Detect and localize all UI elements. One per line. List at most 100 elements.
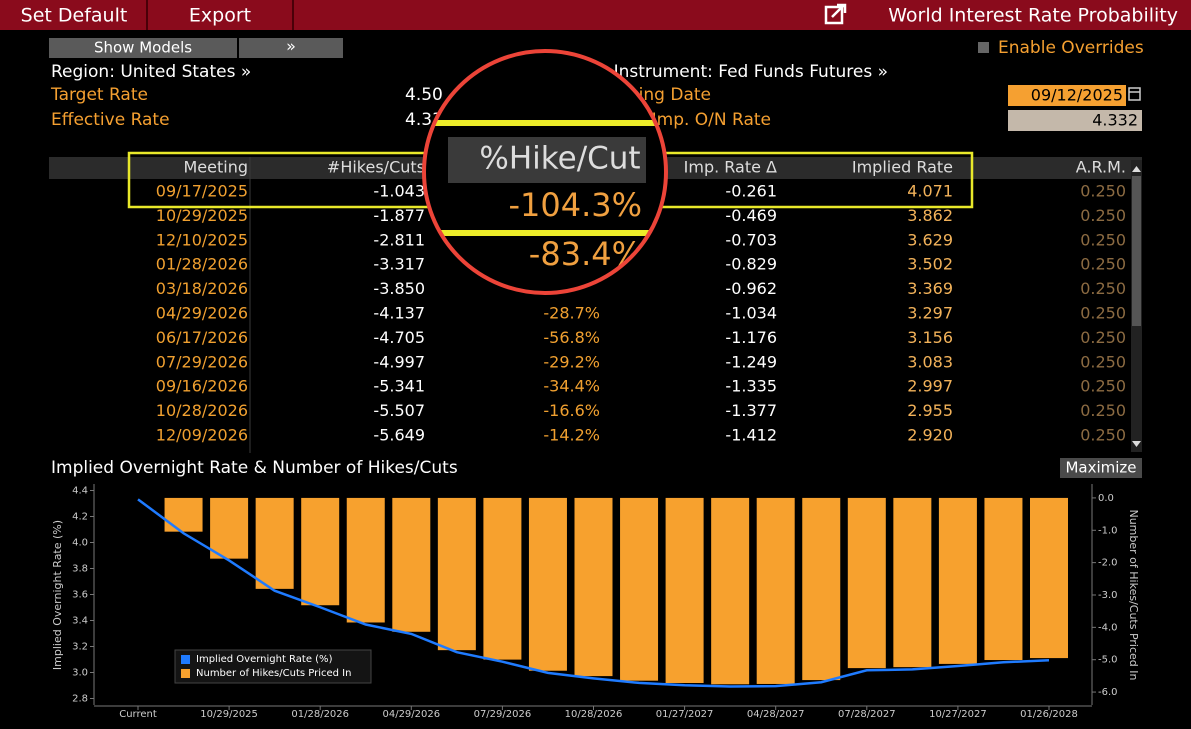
table-cell: 07/29/2026 bbox=[156, 352, 248, 371]
scroll-thumb[interactable] bbox=[1132, 176, 1141, 326]
maximize-button[interactable] bbox=[1060, 458, 1142, 478]
table-cell: 3.502 bbox=[907, 255, 953, 274]
calendar-icon[interactable] bbox=[1128, 87, 1141, 101]
overrides-checkbox[interactable] bbox=[978, 42, 989, 53]
scroll-down[interactable] bbox=[1132, 441, 1141, 447]
x-tick-label: 01/27/2027 bbox=[656, 709, 714, 720]
table-cell: -0.829 bbox=[725, 255, 777, 274]
table-cell: -1.877 bbox=[373, 206, 425, 225]
bar bbox=[847, 497, 886, 669]
bar bbox=[893, 497, 932, 668]
column-header: Implied Rate bbox=[852, 158, 953, 177]
table-cell: -0.703 bbox=[725, 230, 777, 249]
table-cell: 09/17/2025 bbox=[156, 182, 248, 201]
table-cell: 0.250 bbox=[1080, 255, 1126, 274]
table-cell: 0.250 bbox=[1080, 377, 1126, 396]
y-tick-label: 3.6 bbox=[72, 590, 88, 601]
table-cell: -56.8% bbox=[543, 328, 600, 347]
table-cell: 0.250 bbox=[1080, 182, 1126, 201]
date-input[interactable] bbox=[1008, 85, 1126, 106]
y-tick-label: 3.8 bbox=[72, 564, 88, 575]
show-models-label: Show Models bbox=[94, 39, 192, 57]
show-models-button[interactable] bbox=[49, 38, 237, 58]
table-cell: 0.250 bbox=[1080, 426, 1126, 445]
table-cell: -1.249 bbox=[725, 352, 777, 371]
bar bbox=[164, 497, 203, 532]
export-button[interactable]: Export bbox=[189, 5, 251, 27]
bar bbox=[1030, 497, 1068, 659]
bar bbox=[210, 497, 249, 559]
bar bbox=[711, 497, 750, 685]
bar bbox=[528, 497, 567, 671]
legend-box bbox=[174, 649, 372, 684]
table-cell: -1.335 bbox=[725, 377, 777, 396]
x-tick-label: Current bbox=[119, 709, 157, 720]
table-cell: 2.920 bbox=[907, 426, 953, 445]
bar bbox=[938, 497, 977, 664]
bar bbox=[392, 497, 431, 632]
bar bbox=[665, 497, 704, 683]
field-label: Effective Rate bbox=[51, 110, 170, 130]
set-default-button[interactable]: Set Default bbox=[21, 5, 128, 27]
bar bbox=[574, 497, 613, 677]
table-cell: 3.629 bbox=[907, 230, 953, 249]
table-cell: 0.250 bbox=[1080, 279, 1126, 298]
table-cell: 3.369 bbox=[907, 279, 953, 298]
region[interactable]: Region: United States » bbox=[51, 62, 251, 82]
table-cell: 12/10/2025 bbox=[156, 230, 248, 249]
y2-axis-title: Number of Hikes/Cuts Priced In bbox=[1127, 509, 1140, 680]
bar bbox=[620, 497, 659, 681]
bar bbox=[255, 497, 294, 589]
legend-swatch bbox=[181, 655, 190, 664]
expand-button[interactable] bbox=[239, 38, 343, 58]
legend-label: Number of Hikes/Cuts Priced In bbox=[196, 668, 351, 679]
table-cell: 3.862 bbox=[907, 206, 953, 225]
y2-tick-label: -3.0 bbox=[1098, 590, 1118, 601]
scroll-up[interactable] bbox=[1132, 166, 1141, 172]
magnified-value: -104.3% bbox=[508, 186, 642, 224]
bar bbox=[437, 497, 476, 651]
field-value: 4.50 bbox=[405, 85, 443, 105]
magnifier-ring bbox=[422, 49, 668, 295]
table-cell: -1.034 bbox=[725, 304, 777, 323]
overrides-label: Enable Overrides bbox=[998, 38, 1144, 58]
y2-tick-label: -5.0 bbox=[1098, 655, 1118, 666]
x-tick-label: 07/28/2027 bbox=[838, 709, 896, 720]
table-cell: -16.6% bbox=[543, 401, 600, 420]
rate-input[interactable] bbox=[1008, 110, 1142, 131]
chart-title: Implied Overnight Rate & Number of Hikes… bbox=[51, 458, 458, 478]
line bbox=[137, 498, 1050, 688]
table-cell: -14.2% bbox=[543, 426, 600, 445]
y-tick-label: 3.2 bbox=[72, 642, 88, 653]
table-cell: 0.250 bbox=[1080, 401, 1126, 420]
table-cell: 10/29/2025 bbox=[156, 206, 248, 225]
instrument[interactable]: Instrument: Fed Funds Futures » bbox=[614, 62, 888, 82]
column-header: Meeting bbox=[183, 158, 248, 177]
table-cell: -3.317 bbox=[373, 255, 425, 274]
table-cell: -5.649 bbox=[373, 426, 425, 445]
maximize-label: Maximize bbox=[1065, 459, 1136, 477]
table-cell: 04/29/2026 bbox=[156, 304, 248, 323]
launch-icon[interactable] bbox=[824, 3, 847, 25]
y2-tick-label: 0.0 bbox=[1098, 493, 1114, 504]
table-cell: 0.250 bbox=[1080, 304, 1126, 323]
y-tick-label: 4.2 bbox=[72, 512, 88, 523]
x-tick-label: 04/29/2026 bbox=[382, 709, 440, 720]
table-cell: 3.083 bbox=[907, 352, 953, 371]
bar bbox=[984, 497, 1023, 661]
y-axis-title: Implied Overnight Rate (%) bbox=[51, 520, 64, 670]
x-tick-label: 10/28/2026 bbox=[565, 709, 623, 720]
table-cell: 3.297 bbox=[907, 304, 953, 323]
bar bbox=[483, 497, 522, 660]
column-header: #Hikes/Cuts bbox=[327, 158, 425, 177]
table-cell: 12/09/2026 bbox=[156, 426, 248, 445]
field-value: 4.332 bbox=[1092, 111, 1138, 130]
y-tick-label: 3.0 bbox=[72, 668, 88, 679]
y-tick-label: 2.8 bbox=[72, 694, 88, 705]
table-cell: -1.377 bbox=[725, 401, 777, 420]
x-tick-label: 07/29/2026 bbox=[474, 709, 532, 720]
bar bbox=[756, 497, 795, 684]
table-cell: -28.7% bbox=[543, 304, 600, 323]
table-cell: -4.997 bbox=[373, 352, 425, 371]
